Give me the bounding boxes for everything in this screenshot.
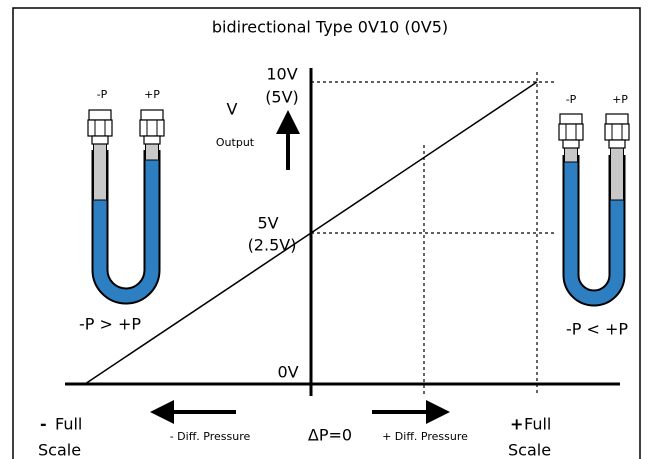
relation: -P > +P: [79, 315, 141, 334]
relation: -P < +P: [566, 320, 628, 339]
arrow-label: - Diff. Pressure: [170, 430, 251, 443]
tick-label: 0V: [277, 363, 298, 382]
port-label: -P: [97, 88, 108, 101]
tick-label: 5V: [257, 214, 278, 233]
port-label: -P: [566, 93, 577, 106]
sign: -: [40, 415, 47, 434]
axis-symbol: V: [227, 100, 238, 119]
manometer: [88, 110, 164, 296]
title: bidirectional Type 0V10 (0V5): [212, 18, 448, 37]
tick-label: (5V): [265, 88, 299, 107]
arrow-label: + Diff. Pressure: [382, 430, 468, 443]
tick-label: (2.5V): [248, 236, 297, 255]
diagram: bidirectional Type 0V10 (0V5) 10V (5V) 5…: [0, 0, 650, 459]
tick-label: 10V: [266, 65, 297, 84]
sign: +: [510, 415, 523, 434]
full-label: Full: [55, 415, 82, 434]
center-label: ΔP=0: [308, 426, 352, 445]
axis-label: Output: [216, 136, 255, 149]
port-label: +P: [612, 93, 628, 106]
manometer: [559, 114, 629, 298]
port-label: +P: [144, 88, 160, 101]
full-label: Full: [524, 415, 551, 434]
scale-label: Scale: [508, 441, 551, 459]
guide-lines: [311, 72, 556, 396]
scale-label: Scale: [38, 441, 81, 459]
